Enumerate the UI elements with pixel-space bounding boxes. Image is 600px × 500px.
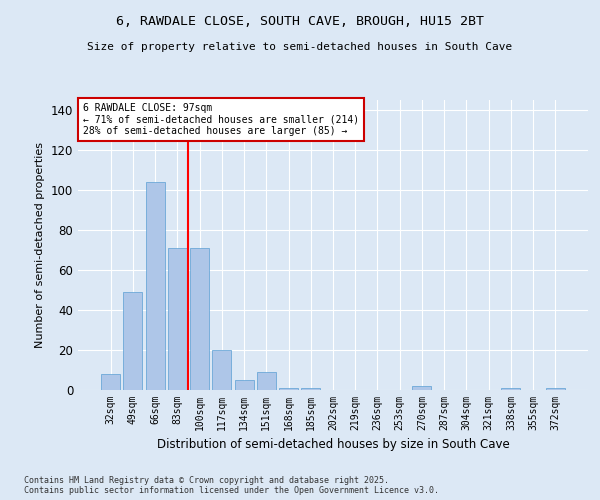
Text: Contains HM Land Registry data © Crown copyright and database right 2025.
Contai: Contains HM Land Registry data © Crown c… (24, 476, 439, 495)
Bar (412, 386, 431, 390)
Text: 6, RAWDALE CLOSE, SOUTH CAVE, BROUGH, HU15 2BT: 6, RAWDALE CLOSE, SOUTH CAVE, BROUGH, HU… (116, 15, 484, 28)
Text: 6 RAWDALE CLOSE: 97sqm
← 71% of semi-detached houses are smaller (214)
28% of se: 6 RAWDALE CLOSE: 97sqm ← 71% of semi-det… (83, 103, 359, 136)
Bar (279, 388, 298, 390)
Bar (235, 380, 254, 390)
Y-axis label: Number of semi-detached properties: Number of semi-detached properties (35, 142, 45, 348)
Text: Size of property relative to semi-detached houses in South Cave: Size of property relative to semi-detach… (88, 42, 512, 52)
Bar (257, 372, 276, 390)
Bar (212, 350, 231, 390)
Bar (546, 388, 565, 390)
Bar (124, 292, 142, 390)
Bar (502, 388, 520, 390)
Bar (301, 388, 320, 390)
Bar (168, 248, 187, 390)
Bar (101, 374, 120, 390)
X-axis label: Distribution of semi-detached houses by size in South Cave: Distribution of semi-detached houses by … (157, 438, 509, 452)
Bar (190, 248, 209, 390)
Bar (146, 182, 164, 390)
